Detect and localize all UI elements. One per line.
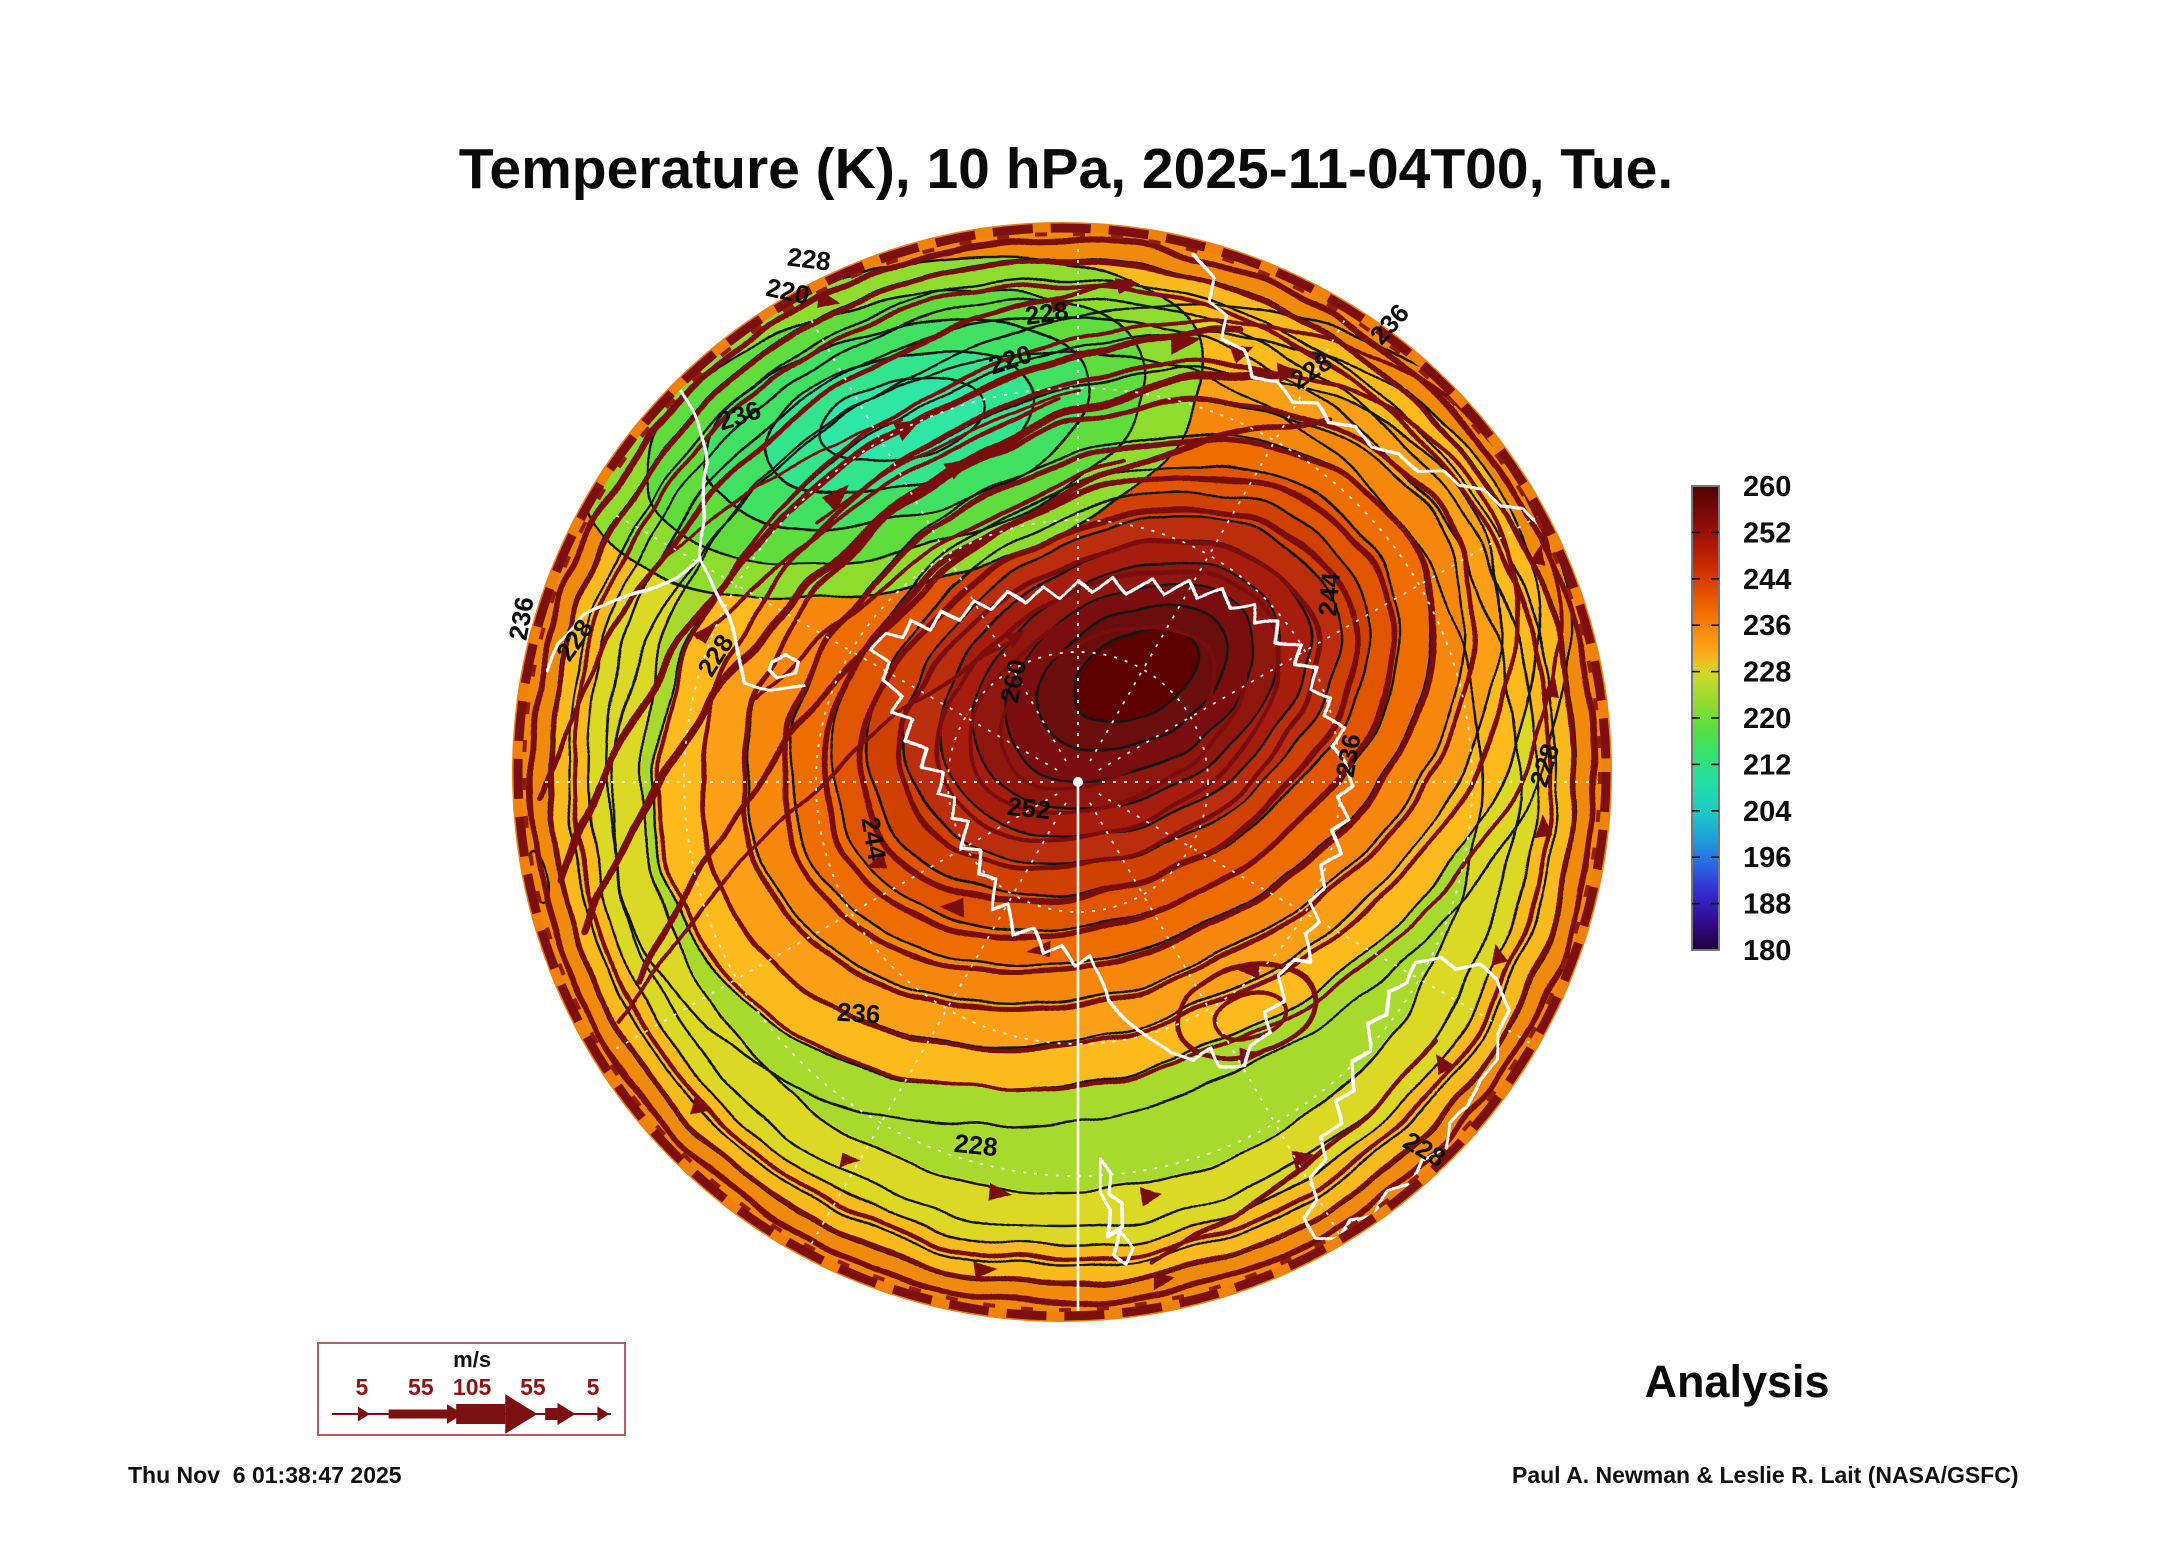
colorbar-tick-label: 180 [1743,935,1791,967]
colorbar-tick-label: 220 [1743,703,1791,735]
coastlines [542,248,1564,1264]
wind-legend-unit: m/s [453,1347,491,1372]
creation-timestamp: Thu Nov 6 01:38:47 2025 [128,1462,402,1488]
colorbar-tick-label: 188 [1743,889,1791,921]
graticule [538,242,1610,1320]
wind-arrows [526,224,1561,1292]
credit-line: Paul A. Newman & Leslie R. Lait (NASA/GS… [1512,1462,2019,1488]
wind-legend-value: 5 [356,1374,369,1400]
colorbar-tick-label: 196 [1743,842,1791,874]
contour-label: 236 [836,997,881,1030]
contour-label: 252 [1006,791,1052,825]
colorbar-tick-label: 236 [1743,610,1791,642]
contour-label: 228 [786,242,833,277]
colorbar: 260 252 244 236 228 220 212 204 196 188 180 [1691,471,1791,967]
colorbar-tick-label: 204 [1743,796,1791,828]
colorbar-tick-label: 228 [1743,657,1791,689]
wind-legend-value: 55 [408,1374,434,1400]
contour-label: 228 [953,1128,999,1162]
contour-label: 236 [1330,731,1367,779]
wind-legend-value: 105 [453,1374,492,1400]
contour-label: 244 [1312,571,1346,617]
run-type-label: Analysis [1644,1356,1830,1407]
globe [514,224,1610,1320]
colorbar-tick-label: 252 [1743,517,1791,549]
page-title: Temperature (K), 10 hPa, 2025-11-04T00, … [458,137,1674,201]
contour-label: 220 [764,272,813,310]
colorbar-tick-label: 212 [1743,749,1791,781]
wind-legend-value: 5 [587,1374,600,1400]
colorbar-tick-label: 260 [1743,471,1791,503]
globe-rim [512,222,1612,1322]
pole-marker [1073,777,1083,787]
streamlines [527,237,1597,1307]
wind-legend-value: 55 [520,1374,546,1400]
wind-speed-legend: m/s5 55 105 55 5 [317,1342,626,1436]
contour-label: 236 [503,594,540,642]
contour-label: 228 [1023,295,1070,331]
colorbar-tick-label: 244 [1743,564,1791,596]
